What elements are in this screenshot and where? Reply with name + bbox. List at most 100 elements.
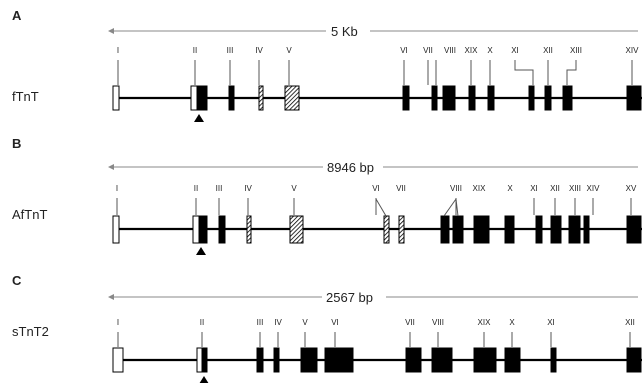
exon-ii-solid-a xyxy=(197,85,208,111)
exon-label-xiv-a: XIV xyxy=(626,46,640,55)
exon-label-i-b: I xyxy=(116,184,118,193)
scale-label-bg-a xyxy=(326,22,370,39)
exon-xiv-solid-a xyxy=(626,85,642,111)
exon-i-open-b xyxy=(112,215,120,244)
gene-track-c: I II III IV V VI VII VIII XIX X XI XII xyxy=(112,318,642,383)
exon-label-xii-a: XII xyxy=(543,46,553,55)
scale-arrowhead-b xyxy=(108,164,114,170)
panel-c: C 2567 bp sTnT2 I II III IV V VI VII VIII XIX X XI… xyxy=(12,273,642,383)
exon-label-xiv-b: XIV xyxy=(587,184,601,193)
exon-xiii-solid-a xyxy=(562,85,573,111)
exon-xii-solid-b xyxy=(535,215,543,244)
exon-label-v-a: V xyxy=(286,46,292,55)
exon-ii-solid-c xyxy=(202,347,208,373)
exon-xi-solid-b xyxy=(504,215,515,244)
start-codon-arrow-icon-a xyxy=(194,114,204,122)
scale-label-a: 5 Kb xyxy=(331,24,358,39)
exon-xix-solid-c xyxy=(473,347,497,373)
gene-track-a: I II III IV V VI VII VIII XIX X XI XII XIII XIV xyxy=(112,46,642,122)
scale-label-c: 2567 bp xyxy=(326,290,373,305)
exon-label-iii-b: III xyxy=(216,184,223,193)
scale-label-b: 8946 bp xyxy=(327,160,374,175)
exon-v-hatched-a xyxy=(284,85,300,111)
exon-label-v-c: V xyxy=(302,318,308,327)
exon-label-xi-a: XI xyxy=(511,46,519,55)
exon-xiii-solid-b xyxy=(550,215,562,244)
exon-label-xii-b: XII xyxy=(550,184,560,193)
exon-leader-vii-b xyxy=(375,198,387,217)
exon-label-ii-a: II xyxy=(193,46,197,55)
exon-label-xix-a: XIX xyxy=(465,46,479,55)
exon-leader-xi-a xyxy=(514,60,534,85)
track-name-b: AfTnT xyxy=(12,207,47,222)
exon-label-viii-b: VIII xyxy=(450,184,462,193)
exon-leader-x-b xyxy=(455,198,459,217)
exon-vi-solid-a xyxy=(402,85,410,111)
exon-label-v-b: V xyxy=(291,184,297,193)
exon-label-xi-b: XI xyxy=(530,184,538,193)
exon-xii-solid-a xyxy=(544,85,552,111)
gene-track-b: I II III IV V VI VII VIII XIX X XI XII XIII XIV XV xyxy=(112,184,642,255)
exon-label-xv-b: XV xyxy=(626,184,637,193)
exon-ii-open-b xyxy=(192,215,200,244)
exon-label-ii-b: II xyxy=(194,184,198,193)
exon-label-vi-a: VI xyxy=(400,46,408,55)
exon-label-i-c: I xyxy=(117,318,119,327)
exon-vii-solid-a xyxy=(431,85,438,111)
exon-xvi-solid-b xyxy=(626,215,642,244)
exon-label-xiii-a: XIII xyxy=(570,46,582,55)
exon-label-vii-b: VII xyxy=(396,184,406,193)
exon-label-x-c: X xyxy=(509,318,515,327)
panel-b: B 8946 bp AfTnT I II III IV V VI VII VIII XIX X XI… xyxy=(12,136,642,255)
exon-label-viii-a: VIII xyxy=(444,46,456,55)
exon-label-iv-b: IV xyxy=(244,184,252,193)
exon-iii-solid-c xyxy=(256,347,264,373)
start-codon-arrow-icon-b xyxy=(196,247,206,255)
exon-viii-solid-c xyxy=(431,347,453,373)
exon-label-ii-c: II xyxy=(200,318,204,327)
exon-viii-solid-b xyxy=(440,215,450,244)
panel-label-a: A xyxy=(12,8,22,23)
exon-label-i-a: I xyxy=(117,46,119,55)
exon-ii-solid-b xyxy=(199,215,208,244)
exon-xii-solid-c xyxy=(626,347,642,373)
scale-arrowhead-a xyxy=(108,28,114,34)
track-name-a: fTnT xyxy=(12,89,39,104)
exon-iv-hatched-b xyxy=(246,215,252,244)
exon-i-open-c xyxy=(112,347,124,373)
exon-xv-solid-b xyxy=(583,215,590,244)
exon-i-open-a xyxy=(112,85,120,111)
exon-xiv-solid-b xyxy=(568,215,581,244)
scale-label-bg-b xyxy=(323,158,383,175)
exon-xix-solid-b xyxy=(452,215,464,244)
scale-arrowhead-c xyxy=(108,294,114,300)
exon-vii-hatched-b xyxy=(398,215,405,244)
exon-label-x-a: X xyxy=(487,46,493,55)
exon-x-solid-b xyxy=(473,215,490,244)
exon-ii-open-c xyxy=(196,347,203,373)
exon-label-iii-c: III xyxy=(257,318,264,327)
exon-leader-xix-b xyxy=(443,198,457,217)
exon-label-vi-c: VI xyxy=(331,318,339,327)
exon-label-vii-c: VII xyxy=(405,318,415,327)
exon-label-iii-a: III xyxy=(227,46,234,55)
exon-iii-solid-b xyxy=(218,215,226,244)
exon-ii-open-a xyxy=(190,85,198,111)
track-name-c: sTnT2 xyxy=(12,324,49,339)
exon-vi-solid-c xyxy=(324,347,354,373)
start-codon-arrow-icon-c xyxy=(199,376,209,383)
exon-label-xii-c: XII xyxy=(625,318,635,327)
exon-viii-solid-a xyxy=(442,85,456,111)
panel-a: A 5 Kb fTnT I II III IV V VI VII VIII XIX X XI XII X… xyxy=(12,8,642,122)
exon-label-xi-c: XI xyxy=(547,318,555,327)
panel-label-c: C xyxy=(12,273,22,288)
exon-label-xix-b: XIX xyxy=(473,184,487,193)
exon-xix-solid-a xyxy=(468,85,476,111)
exon-v-hatched-b xyxy=(289,215,304,244)
exon-x-solid-a xyxy=(487,85,495,111)
exon-xi-solid-c xyxy=(550,347,557,373)
exon-vi-hatched-b xyxy=(383,215,390,244)
exon-leader-xiii-a xyxy=(566,60,577,85)
exon-label-x-b: X xyxy=(507,184,513,193)
